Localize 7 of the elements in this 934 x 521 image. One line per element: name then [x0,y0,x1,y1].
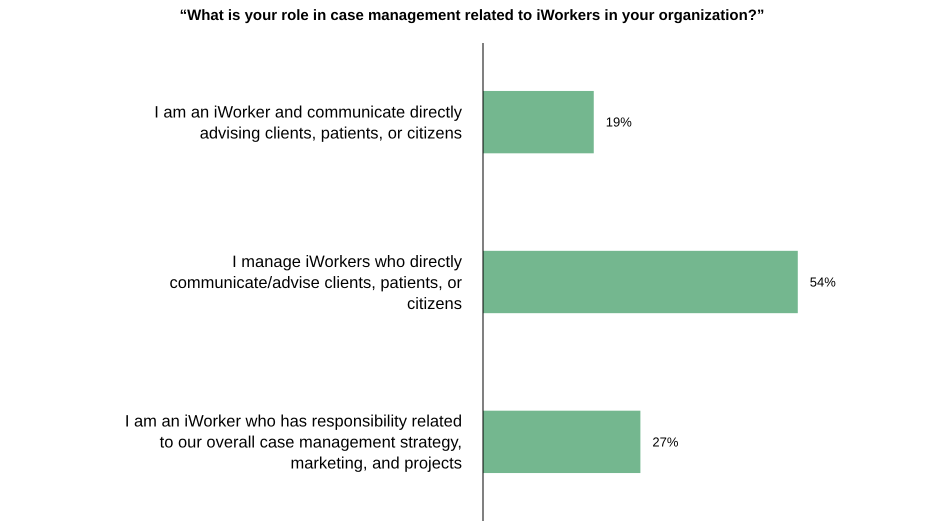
data-label: 54% [810,274,836,290]
y-tick-label: I am an iWorker and communicate directly advising clients, patients, or citizens [154,103,463,142]
data-label: 27% [652,434,679,450]
chart-title: “What is your role in case management related to iWorkers in your organization?” [180,7,764,24]
y-tick-label: I manage iWorkers who directly communicate/advise clients, patients, or citizens [169,252,463,313]
data-label: 19% [606,114,632,130]
y-tick-label: I am an iWorker who has responsibility related to our overall case management strategy, marketing, and projects [124,412,462,473]
